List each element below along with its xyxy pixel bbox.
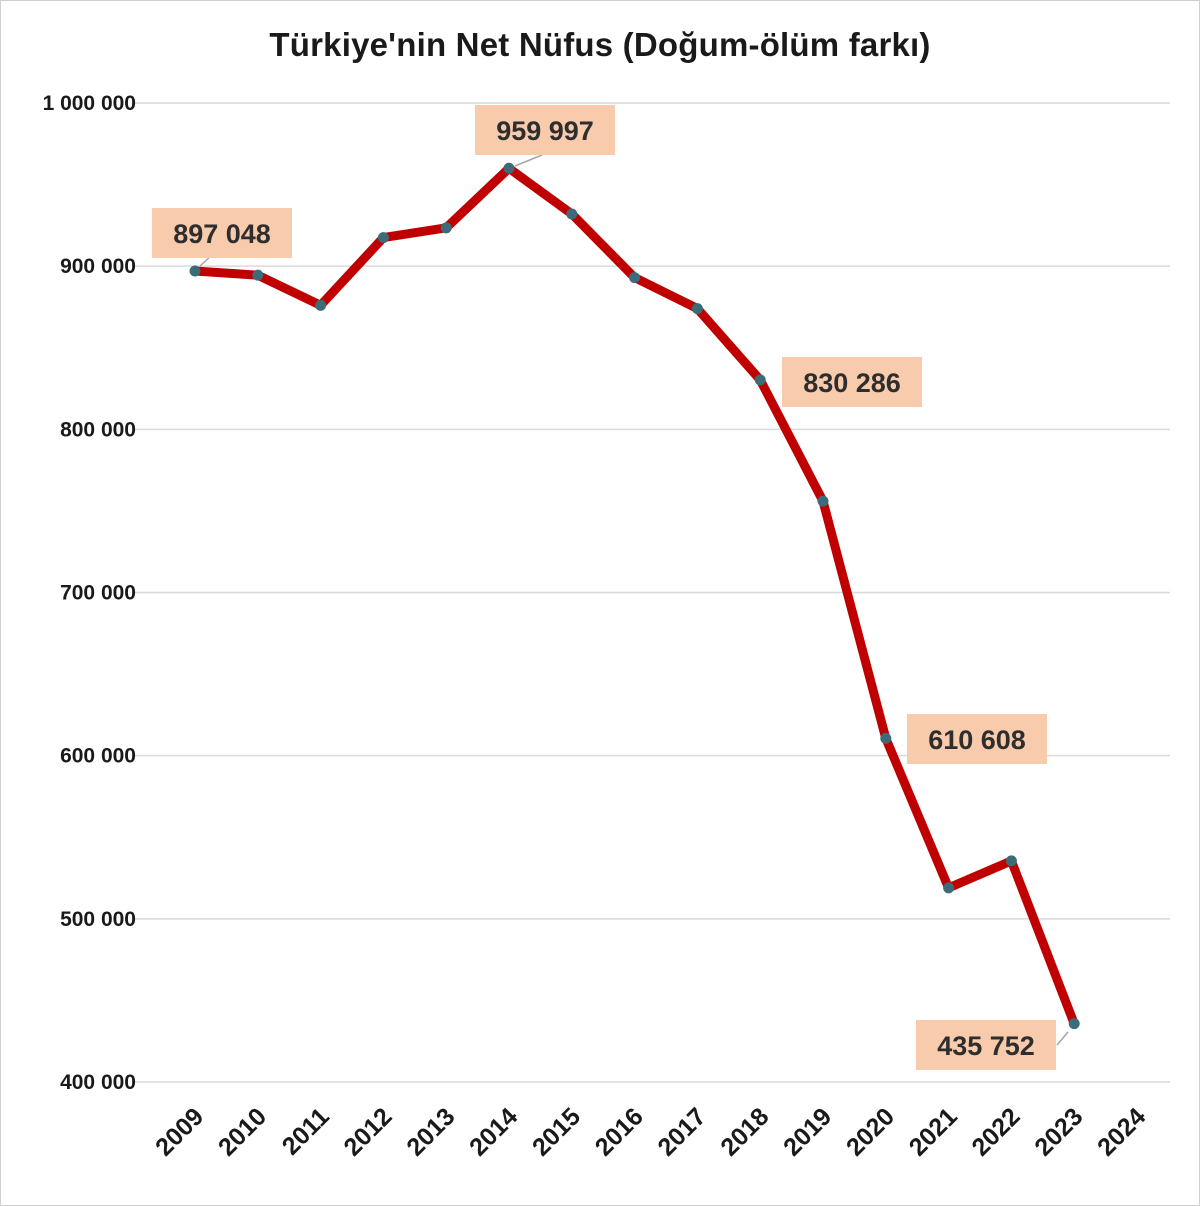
x-tick-label: 2011	[277, 1102, 335, 1160]
y-tick-label: 1 000 000	[43, 92, 136, 115]
y-tick-label: 900 000	[60, 255, 136, 278]
data-label: 435 752	[937, 1031, 1035, 1061]
data-label-leader	[1056, 1031, 1069, 1046]
x-tick-label: 2021	[904, 1102, 963, 1161]
series-line	[190, 163, 1079, 1029]
data-label: 830 286	[803, 368, 901, 398]
data-label-box	[916, 1020, 1056, 1070]
data-point	[377, 232, 389, 244]
x-tick-label: 2013	[401, 1102, 460, 1161]
data-label-box	[475, 105, 615, 155]
y-tick-label: 800 000	[60, 418, 136, 441]
y-tick-label: 500 000	[60, 908, 136, 931]
x-tick-label: 2020	[841, 1102, 900, 1161]
data-point	[691, 303, 703, 315]
data-label: 897 048	[173, 219, 271, 249]
x-tick-label: 2024	[1092, 1102, 1151, 1161]
x-tick-label: 2022	[967, 1102, 1026, 1161]
data-point	[817, 495, 829, 507]
data-point	[503, 162, 515, 174]
y-tick-label: 600 000	[60, 745, 136, 768]
data-point	[754, 374, 766, 386]
x-tick-label: 2016	[590, 1102, 649, 1161]
data-point	[943, 882, 955, 894]
data-point	[629, 272, 641, 284]
data-point	[880, 732, 892, 744]
x-tick-label: 2017	[653, 1102, 712, 1161]
data-label-box	[907, 714, 1047, 764]
data-label-box	[782, 357, 922, 407]
x-tick-label: 2019	[778, 1102, 837, 1161]
x-tick-label: 2018	[715, 1102, 774, 1161]
data-label: 610 608	[928, 725, 1026, 755]
y-tick-label: 400 000	[60, 1071, 136, 1094]
x-tick-label: 2010	[213, 1102, 272, 1161]
x-tick-label: 2014	[464, 1102, 523, 1161]
chart-title: Türkiye'nin Net Nüfus (Doğum-ölüm farkı)	[269, 26, 931, 63]
x-tick-label: 2015	[527, 1102, 586, 1161]
y-tick-label: 700 000	[60, 582, 136, 605]
data-point	[1068, 1018, 1080, 1030]
data-point	[252, 269, 264, 281]
x-tick-label: 2009	[150, 1102, 209, 1161]
data-point	[189, 265, 201, 277]
data-label-leader	[514, 154, 543, 167]
data-point	[1005, 855, 1017, 867]
data-point	[440, 222, 452, 234]
data-point	[566, 208, 578, 220]
x-tick-label: 2012	[339, 1102, 398, 1161]
x-tick-label: 2023	[1029, 1102, 1088, 1161]
data-label: 959 997	[496, 116, 594, 146]
data-label-box	[152, 208, 292, 258]
data-point	[315, 299, 327, 311]
